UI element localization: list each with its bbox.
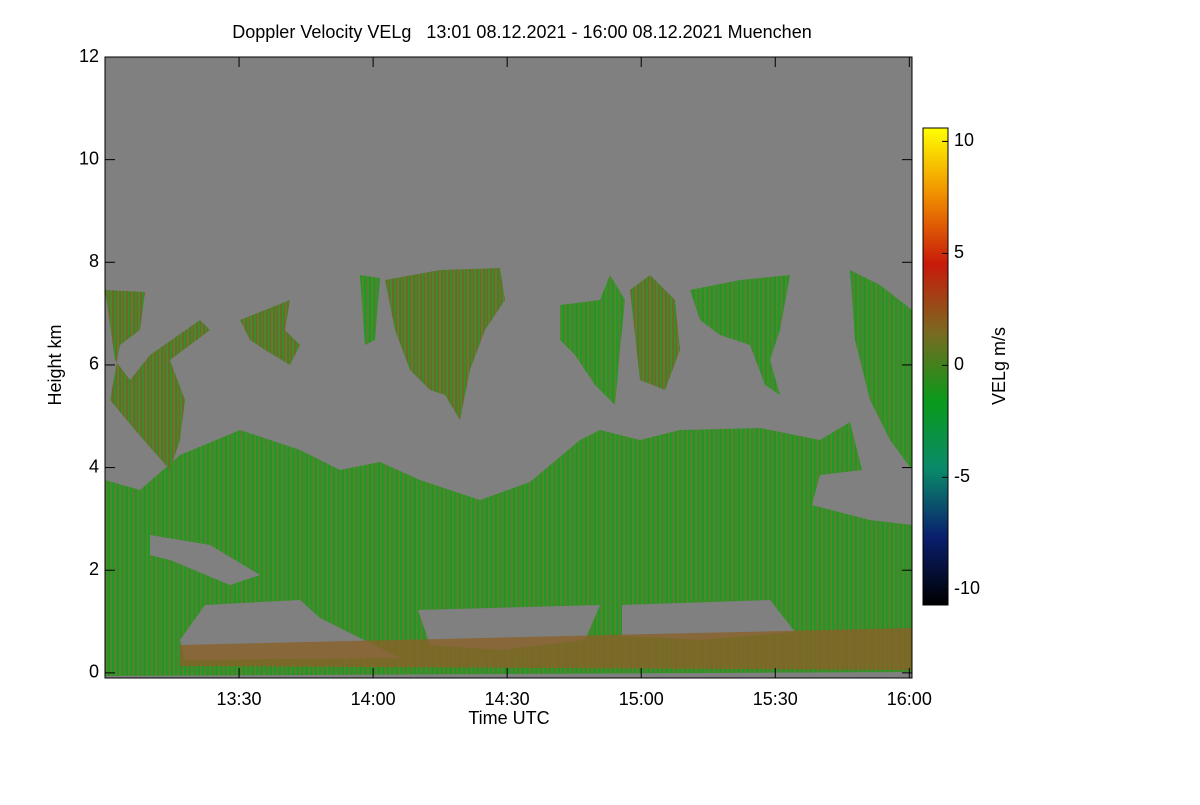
plot-frame (104, 56, 913, 679)
y-tick-label: 0 (89, 662, 99, 682)
x-tick-label: 16:00 (887, 689, 932, 709)
y-tick-label: 2 (89, 559, 99, 579)
colorbar-tick-label: 5 (954, 242, 964, 262)
chart-title: Doppler Velocity VELg 13:01 08.12.2021 -… (232, 22, 811, 42)
x-tick-label: 13:30 (217, 689, 262, 709)
colorbar (922, 127, 949, 606)
y-tick-label: 6 (89, 354, 99, 374)
x-tick-label: 15:00 (619, 689, 664, 709)
x-tick-label: 14:00 (351, 689, 396, 709)
y-tick-label: 8 (89, 251, 99, 271)
colorbar-label: VELg m/s (989, 327, 1009, 405)
x-tick-label: 14:30 (485, 689, 530, 709)
colorbar-tick-label: 0 (954, 354, 964, 374)
echo-field (105, 268, 912, 676)
x-axis-label: Time UTC (468, 708, 549, 728)
colorbar-tick-label: -5 (954, 466, 970, 486)
colorbar-tick-label: 10 (954, 130, 974, 150)
y-tick-label: 4 (89, 456, 99, 476)
colorbar-tick-label: -10 (954, 578, 980, 598)
x-tick-label: 15:30 (753, 689, 798, 709)
y-tick-label: 12 (79, 46, 99, 66)
y-axis-label: Height km (45, 324, 65, 405)
y-tick-label: 10 (79, 148, 99, 168)
